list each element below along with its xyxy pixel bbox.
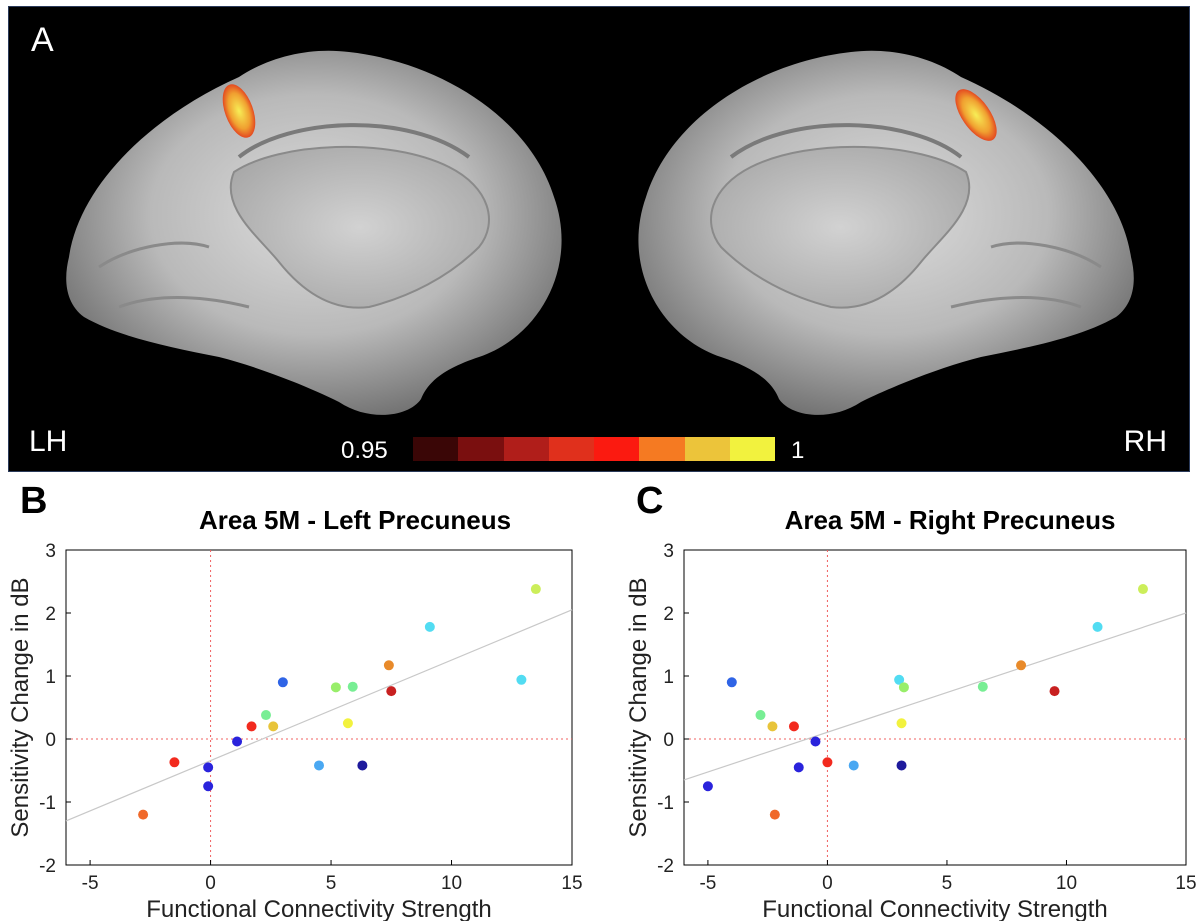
regression-line xyxy=(65,609,573,822)
right-hemisphere-label: RH xyxy=(1123,425,1167,458)
data-point xyxy=(203,781,214,792)
scatter-plot-left-precuneus: -5 0 5 10 15 -2 -1 0 1 2 3 Functional Connectivity … xyxy=(7,541,583,921)
y-tick-label: 3 xyxy=(663,541,674,562)
data-point xyxy=(169,757,180,768)
data-point xyxy=(260,710,271,721)
colorbar-min-label: 0.95 xyxy=(341,437,388,464)
data-point xyxy=(896,760,907,771)
data-point xyxy=(383,660,394,671)
y-tick-label: 1 xyxy=(663,667,674,688)
y-tick-label: 2 xyxy=(45,604,56,625)
x-axis-label: Functional Connectivity Strength xyxy=(146,896,492,921)
data-point xyxy=(896,718,907,729)
x-tick-label: 5 xyxy=(326,873,337,894)
y-tick-label: -2 xyxy=(657,856,674,877)
left-activation-cluster xyxy=(222,84,256,138)
right-activation-cluster xyxy=(955,89,997,141)
data-point xyxy=(1016,660,1027,671)
y-axis-label: Sensitivity Change in dB xyxy=(7,577,34,837)
colorbar-segment xyxy=(503,437,549,461)
data-point xyxy=(342,718,353,729)
data-point xyxy=(894,674,905,685)
colorbar xyxy=(413,437,775,461)
data-point xyxy=(516,674,527,685)
panel-a-letter: A xyxy=(31,21,54,59)
x-tick-label: -5 xyxy=(699,873,716,894)
left-hemisphere-brain xyxy=(66,50,562,415)
chart-c-title: Area 5M - Right Precuneus xyxy=(784,505,1116,535)
data-point xyxy=(530,584,541,595)
data-point xyxy=(755,710,766,721)
data-point xyxy=(702,781,713,792)
y-tick-label: 1 xyxy=(45,667,56,688)
x-tick-label: 15 xyxy=(1175,873,1196,894)
data-point xyxy=(793,762,804,773)
x-tick-label: 5 xyxy=(942,873,953,894)
data-point xyxy=(138,809,149,820)
colorbar-segment xyxy=(729,437,775,461)
data-point xyxy=(347,681,358,692)
x-tick-label: 0 xyxy=(205,873,216,894)
y-tick-label: -2 xyxy=(39,856,56,877)
colorbar-segment xyxy=(548,437,594,461)
y-tick-label: 3 xyxy=(45,541,56,562)
y-tick-label: -1 xyxy=(39,793,56,814)
brain-surface-panel: A xyxy=(8,6,1190,472)
y-tick-label: 0 xyxy=(45,730,56,751)
scatter-plot-right-precuneus: -5 0 5 10 15 -2 -1 0 1 2 3 Functional Connectivity … xyxy=(625,541,1197,921)
data-point xyxy=(314,760,324,771)
data-point xyxy=(822,757,833,768)
colorbar-max-label: 1 xyxy=(791,437,805,464)
data-point xyxy=(246,721,257,732)
data-point xyxy=(977,681,988,692)
regression-line xyxy=(683,612,1187,781)
data-point xyxy=(232,736,243,747)
panel-c-letter: C xyxy=(636,480,664,522)
right-hemisphere-brain xyxy=(638,50,1134,415)
data-point xyxy=(330,682,341,693)
panel-b-letter: B xyxy=(20,480,48,522)
data-point xyxy=(810,736,821,747)
brain-surfaces-illustration xyxy=(66,50,1134,415)
data-point xyxy=(386,686,397,697)
data-point xyxy=(726,677,737,688)
colorbar-segment xyxy=(458,437,504,461)
data-point xyxy=(277,677,288,688)
data-point xyxy=(767,721,778,732)
data-point xyxy=(848,760,859,771)
y-tick-label: 2 xyxy=(663,604,674,625)
data-point xyxy=(424,621,435,632)
data-point xyxy=(1137,584,1148,595)
y-tick-label: 0 xyxy=(663,730,674,751)
data-point xyxy=(769,809,780,820)
data-point xyxy=(788,721,799,732)
colorbar-segment xyxy=(684,437,730,461)
colorbar-segment xyxy=(639,437,685,461)
colorbar-segment xyxy=(594,437,640,461)
data-point xyxy=(268,721,279,732)
x-axis-label: Functional Connectivity Strength xyxy=(762,896,1108,921)
chart-b-title: Area 5M - Left Precuneus xyxy=(198,505,512,535)
x-tick-label: 15 xyxy=(561,873,582,894)
data-point xyxy=(898,682,909,693)
x-tick-label: 10 xyxy=(441,873,462,894)
data-point xyxy=(357,760,368,771)
x-tick-label: 0 xyxy=(822,873,833,894)
data-point xyxy=(203,762,214,773)
x-tick-label: 10 xyxy=(1056,873,1077,894)
data-point xyxy=(1092,621,1103,632)
y-tick-label: -1 xyxy=(657,793,674,814)
plot-frame xyxy=(65,549,573,866)
plot-frame xyxy=(683,549,1187,866)
x-tick-label: -5 xyxy=(82,873,99,894)
y-axis-label: Sensitivity Change in dB xyxy=(625,577,652,837)
left-hemisphere-label: LH xyxy=(29,425,68,458)
colorbar-segment xyxy=(413,437,459,461)
data-point xyxy=(1049,686,1060,697)
